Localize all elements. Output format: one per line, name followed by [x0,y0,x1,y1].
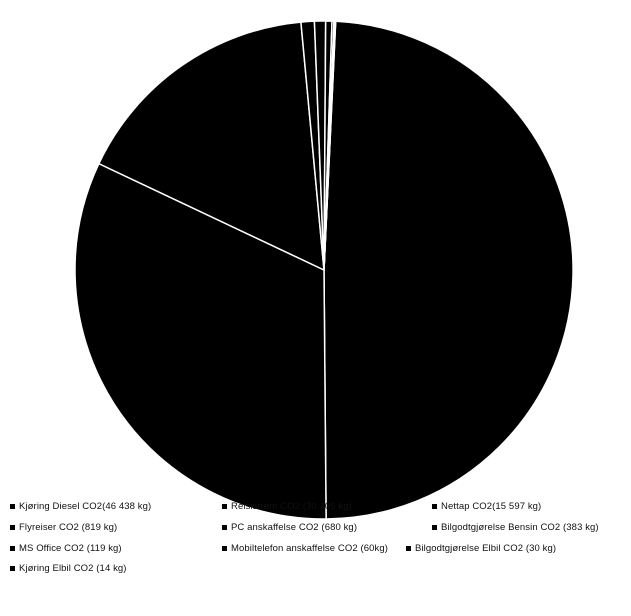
pie-slice [323,20,574,520]
pie-slice [323,20,337,271]
pie-slices [74,20,574,520]
pie-slice [98,21,325,271]
pie-slice [74,162,327,520]
